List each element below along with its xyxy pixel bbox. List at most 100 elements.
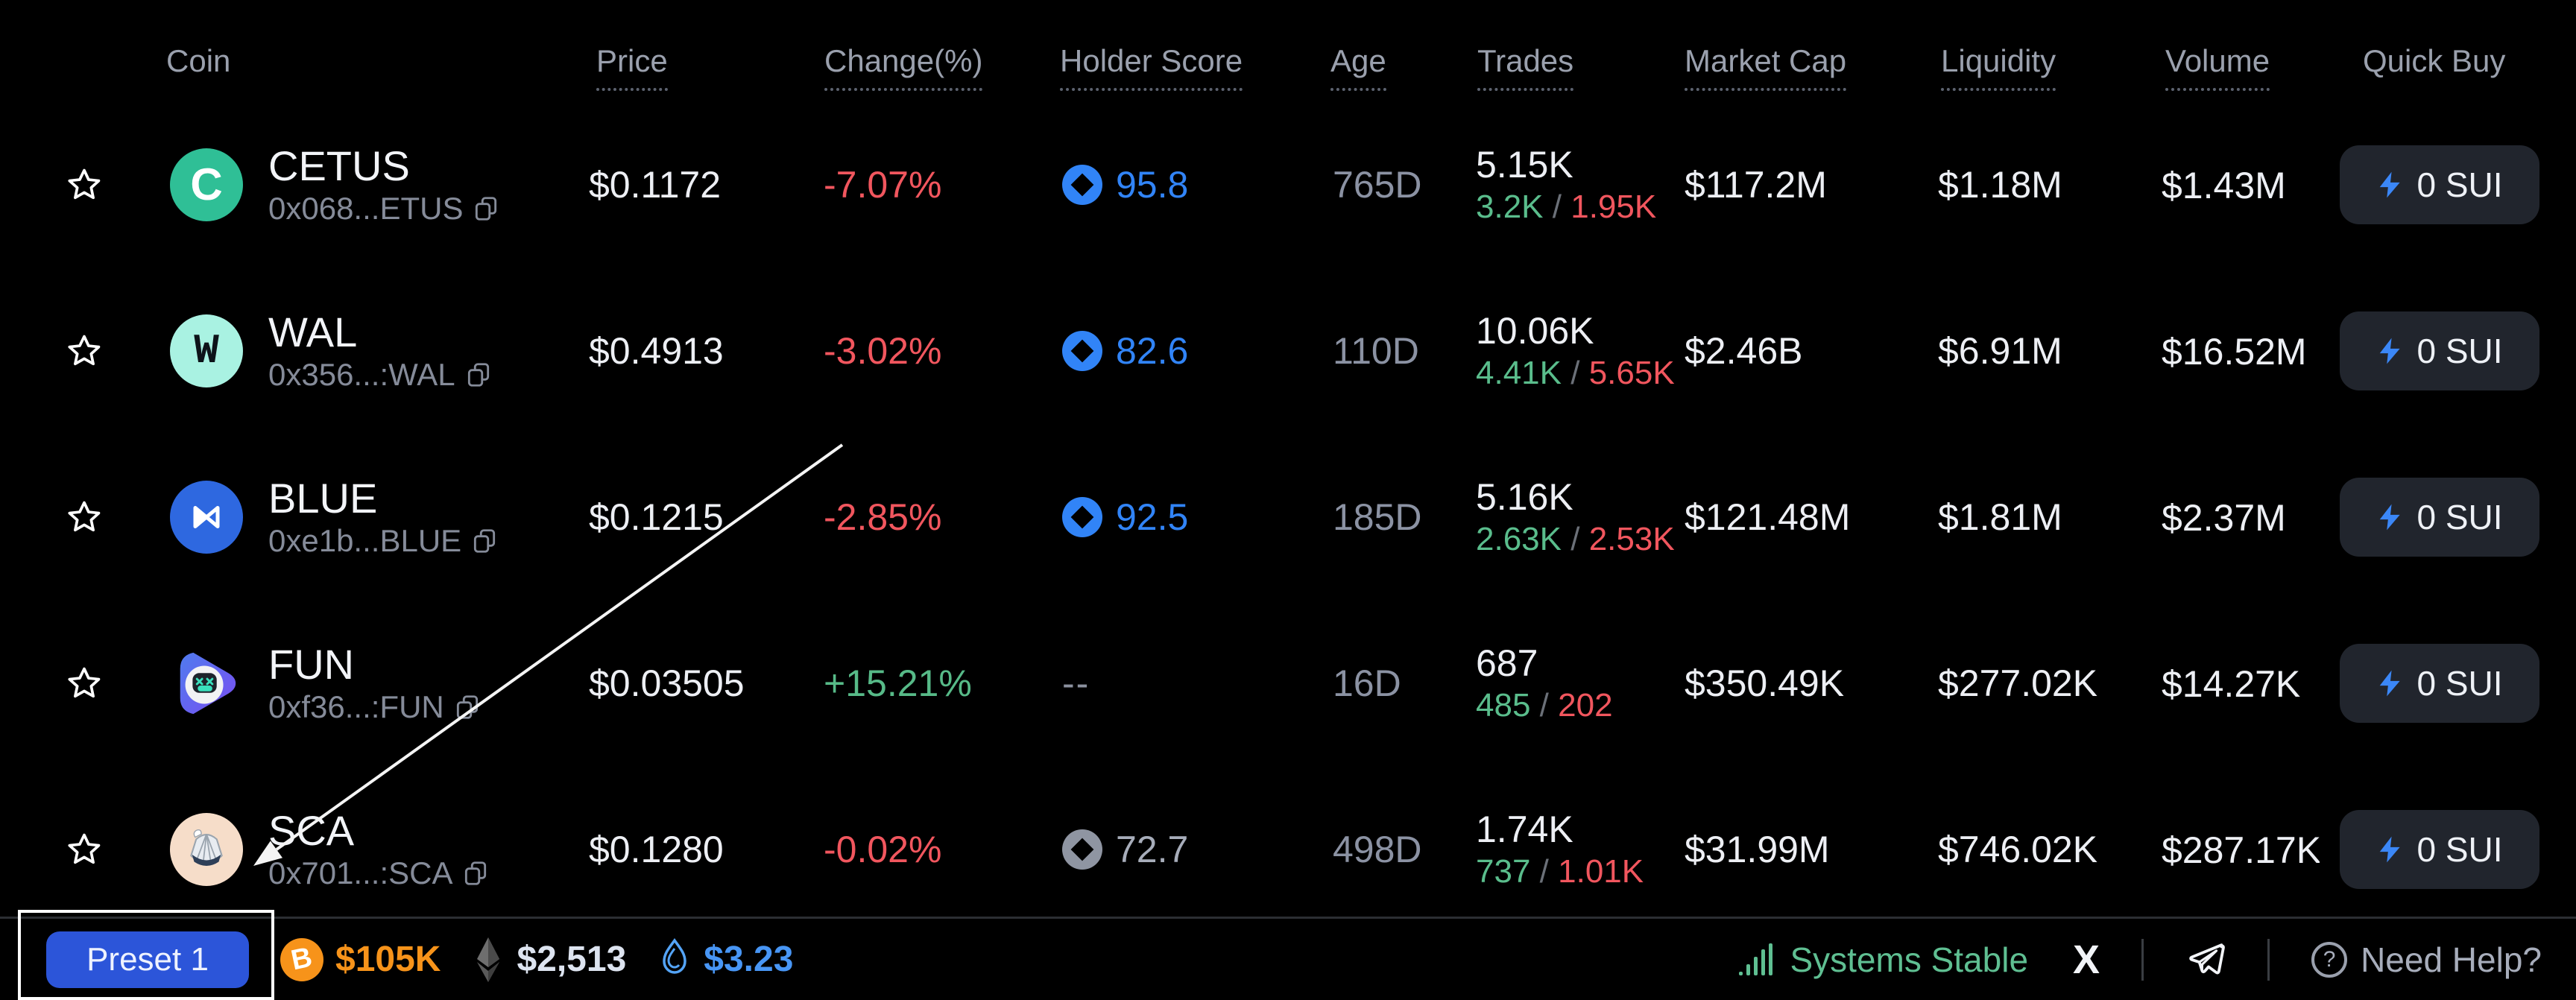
trades-sells: 1.95K <box>1570 188 1657 225</box>
favorite-star-icon[interactable] <box>65 830 104 869</box>
need-help-button[interactable]: ? Need Help? <box>2311 940 2542 980</box>
trades-sells: 1.01K <box>1558 852 1644 890</box>
cetus-glyph: C <box>190 159 223 209</box>
trades-slash: / <box>1539 686 1549 724</box>
x-twitter-icon[interactable]: X <box>2073 937 2100 982</box>
lightning-icon <box>2380 670 2401 696</box>
trades-buys: 737 <box>1476 852 1531 890</box>
col-header-liquidity[interactable]: Liquidity <box>1941 43 2056 91</box>
wal-coin-logo: W <box>170 314 243 387</box>
trades-cell: 687 485 / 202 <box>1476 645 1685 722</box>
table-row-cetus[interactable]: C CETUS 0x068...ETUS $0.1172 -7.07% 95.8… <box>0 101 2576 268</box>
col-header-holder-score[interactable]: Holder Score <box>1060 43 1243 91</box>
volume-value: $14.27K <box>2162 663 2301 706</box>
table-header: Coin Price Change(%) Holder Score Age Tr… <box>0 43 2576 103</box>
holder-score-icon <box>1062 330 1102 371</box>
col-header-volume[interactable]: Volume <box>2165 43 2270 91</box>
price-value: $0.03505 <box>589 662 745 704</box>
trades-total: 5.16K <box>1476 475 1573 518</box>
quick-buy-button[interactable]: 0 SUI <box>2340 643 2539 723</box>
cetus-coin-logo: C <box>170 148 243 221</box>
eth-price: $2,513 <box>517 940 627 979</box>
trades-cell: 5.16K 2.63K / 2.53K <box>1476 478 1685 556</box>
system-status-label: Systems Stable <box>1790 940 2029 979</box>
table-row-sca[interactable]: SCA 0x701...:SCA $0.1280 -0.02% 72.7 498… <box>0 766 2576 932</box>
copy-icon[interactable] <box>464 361 493 389</box>
blue-coin-logo <box>170 480 243 554</box>
table-row-fun[interactable]: FUN 0xf36...:FUN $0.03505 +15.21% -- 16D… <box>0 600 2576 766</box>
change-value: +15.21% <box>824 662 972 704</box>
market-cap-value: $350.49K <box>1685 662 1845 704</box>
age-value: 498D <box>1333 828 1422 870</box>
coin-symbol: FUN <box>268 640 355 688</box>
trades-buys: 3.2K <box>1476 188 1544 225</box>
trades-sells: 5.65K <box>1588 354 1675 391</box>
trades-cell: 10.06K 4.41K / 5.65K <box>1476 312 1685 390</box>
liquidity-value: $277.02K <box>1938 662 2098 704</box>
quick-buy-button[interactable]: 0 SUI <box>2340 809 2539 889</box>
market-cap-value: $121.48M <box>1685 496 1851 538</box>
coin-address: 0x701...:SCA <box>268 855 453 890</box>
price-value: $0.1172 <box>589 163 722 206</box>
col-header-price[interactable]: Price <box>596 43 668 91</box>
change-value: -0.02% <box>824 828 942 870</box>
telegram-icon[interactable] <box>2185 940 2226 980</box>
quick-buy-button[interactable]: 0 SUI <box>2340 311 2539 390</box>
change-value: -7.07% <box>824 163 942 206</box>
trades-cell: 5.15K 3.2K / 1.95K <box>1476 146 1685 224</box>
trades-total: 1.74K <box>1476 808 1573 850</box>
lightning-icon <box>2380 836 2401 862</box>
quick-buy-button[interactable]: 0 SUI <box>2340 145 2539 224</box>
age-value: 765D <box>1333 163 1422 206</box>
sui-icon <box>663 937 687 974</box>
quick-buy-button[interactable]: 0 SUI <box>2340 477 2539 557</box>
trades-slash: / <box>1539 852 1549 890</box>
col-header-quick-buy: Quick Buy <box>2363 43 2506 78</box>
copy-icon[interactable] <box>472 194 500 223</box>
favorite-star-icon[interactable] <box>65 498 104 537</box>
favorite-star-icon[interactable] <box>65 332 104 370</box>
col-header-coin: Coin <box>166 43 231 78</box>
col-header-change[interactable]: Change(%) <box>824 43 983 91</box>
table-row-blue[interactable]: BLUE 0xe1b...BLUE $0.1215 -2.85% 92.5 18… <box>0 434 2576 600</box>
trades-total: 5.15K <box>1476 143 1573 186</box>
copy-icon[interactable] <box>470 527 499 555</box>
trades-buys: 2.63K <box>1476 520 1562 557</box>
copy-icon[interactable] <box>461 859 490 887</box>
favorite-star-icon[interactable] <box>65 165 104 204</box>
blue-logo-glyph <box>193 505 220 528</box>
copy-icon[interactable] <box>453 693 482 721</box>
favorite-star-icon[interactable] <box>65 664 104 703</box>
col-header-age[interactable]: Age <box>1330 43 1386 91</box>
footer-divider <box>2267 938 2270 981</box>
volume-value: $2.37M <box>2162 497 2286 539</box>
market-cap-value: $117.2M <box>1685 163 1827 206</box>
coin-address: 0x356...:WAL <box>268 356 455 392</box>
liquidity-value: $6.91M <box>1938 329 2062 372</box>
volume-value: $16.52M <box>2162 331 2307 373</box>
trades-slash: / <box>1570 520 1580 557</box>
coin-address: 0xe1b...BLUE <box>268 522 462 558</box>
btc-price: $105K <box>335 940 441 979</box>
liquidity-value: $746.02K <box>1938 828 2098 870</box>
fun-robot-glyph <box>180 652 236 714</box>
preset-1-button[interactable]: Preset 1 <box>46 931 249 988</box>
need-help-label: Need Help? <box>2361 940 2542 979</box>
col-header-trades[interactable]: Trades <box>1477 43 1574 91</box>
liquidity-value: $1.81M <box>1938 496 2062 538</box>
holder-score-icon <box>1062 164 1102 205</box>
system-status: Systems Stable <box>1739 940 2028 980</box>
footer-bar: Preset 1 B $105K $2,513 $3.23 <box>0 917 2576 1000</box>
trades-buys: 485 <box>1476 686 1531 724</box>
trades-buys: 4.41K <box>1476 354 1562 391</box>
sui-price: $3.23 <box>704 940 794 979</box>
age-value: 110D <box>1333 329 1419 372</box>
col-header-market-cap[interactable]: Market Cap <box>1685 43 1847 91</box>
fun-coin-logo <box>170 647 243 720</box>
table-row-wal[interactable]: W WAL 0x356...:WAL $0.4913 -3.02% 82.6 1… <box>0 268 2576 434</box>
coin-address: 0x068...ETUS <box>268 190 464 226</box>
age-value: 185D <box>1333 496 1422 538</box>
coin-address: 0xf36...:FUN <box>268 689 444 724</box>
quick-buy-label: 0 SUI <box>2416 331 2503 370</box>
coin-table: C CETUS 0x068...ETUS $0.1172 -7.07% 95.8… <box>0 101 2576 932</box>
